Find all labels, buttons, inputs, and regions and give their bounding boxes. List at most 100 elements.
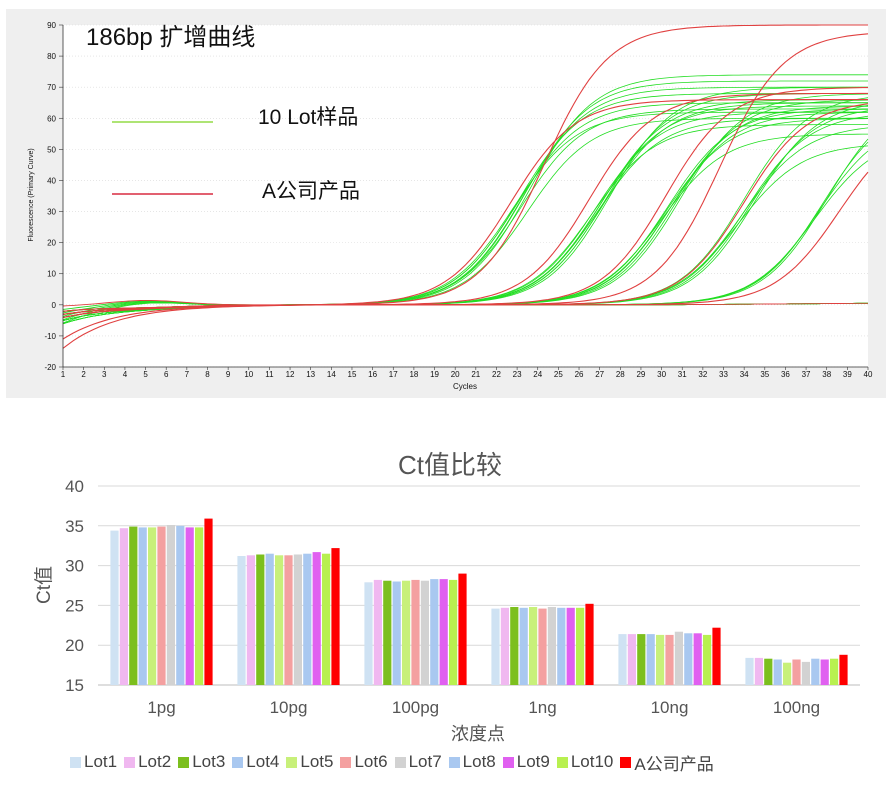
x-tick-label: 33 bbox=[719, 370, 728, 379]
plot-area bbox=[63, 25, 868, 367]
bar-y-tick-label: 35 bbox=[65, 517, 84, 536]
legend-swatch bbox=[394, 756, 406, 768]
bar bbox=[783, 662, 792, 685]
x-tick-label: 15 bbox=[348, 370, 357, 379]
bar bbox=[839, 654, 848, 685]
legend-item: Lot10 bbox=[556, 752, 614, 772]
x-tick-label: 27 bbox=[595, 370, 604, 379]
bar bbox=[166, 525, 175, 685]
bar-y-tick-label: 25 bbox=[65, 596, 84, 615]
bar bbox=[547, 607, 556, 685]
bar bbox=[764, 658, 773, 685]
bar bbox=[256, 554, 265, 685]
bar bbox=[312, 552, 321, 685]
y-tick-label: -10 bbox=[44, 332, 56, 341]
bar bbox=[510, 607, 519, 685]
bar-x-tick-label: 1ng bbox=[528, 698, 556, 717]
x-tick-label: 37 bbox=[802, 370, 811, 379]
bar bbox=[712, 627, 721, 685]
x-tick-label: 13 bbox=[306, 370, 315, 379]
bar bbox=[792, 659, 801, 685]
bar bbox=[157, 526, 166, 685]
x-tick-label: 40 bbox=[864, 370, 873, 379]
x-tick-label: 18 bbox=[409, 370, 418, 379]
bar bbox=[148, 527, 157, 685]
y-tick-label: 10 bbox=[47, 270, 56, 279]
bar bbox=[674, 631, 683, 685]
bar bbox=[373, 579, 382, 685]
bar bbox=[402, 580, 411, 685]
legend-item: Lot4 bbox=[232, 752, 279, 772]
bar bbox=[811, 658, 820, 685]
legend-swatch bbox=[448, 756, 460, 768]
x-tick-label: 31 bbox=[678, 370, 687, 379]
y-tick-label: 50 bbox=[47, 145, 56, 154]
bar bbox=[185, 527, 194, 685]
legend-label: Lot9 bbox=[516, 752, 550, 771]
bar-y-axis-label: Ct值 bbox=[33, 566, 55, 604]
x-tick-label: 1 bbox=[61, 370, 66, 379]
bar bbox=[392, 581, 401, 685]
bar bbox=[646, 634, 655, 685]
bar bbox=[773, 659, 782, 685]
x-tick-label: 21 bbox=[471, 370, 480, 379]
bar-chart-title: Ct值比较 bbox=[398, 450, 502, 480]
bar bbox=[500, 607, 509, 685]
bar-y-tick-label: 20 bbox=[65, 636, 84, 655]
bar bbox=[519, 607, 528, 685]
bar bbox=[331, 548, 340, 685]
bar bbox=[275, 555, 284, 685]
bar-y-tick-label: 40 bbox=[65, 477, 84, 496]
legend-swatch bbox=[178, 756, 190, 768]
legend-item: Lot2 bbox=[124, 752, 171, 772]
bar-y-tick-label: 30 bbox=[65, 557, 84, 576]
legend-swatch bbox=[620, 756, 632, 768]
bar bbox=[364, 582, 373, 685]
legend-label: Lot1 bbox=[84, 752, 118, 771]
bar bbox=[585, 603, 594, 685]
red-amplification-curve bbox=[62, 171, 869, 315]
bar bbox=[237, 556, 246, 685]
bar bbox=[411, 579, 420, 685]
bar bbox=[265, 553, 274, 685]
legend-item: Lot3 bbox=[178, 752, 225, 772]
bar bbox=[246, 555, 255, 685]
bar bbox=[684, 633, 693, 685]
x-tick-label: 17 bbox=[389, 370, 398, 379]
legend-label: Lot10 bbox=[570, 752, 614, 771]
bar bbox=[637, 634, 646, 685]
x-tick-label: 26 bbox=[575, 370, 584, 379]
legend-item: Lot7 bbox=[394, 752, 442, 772]
y-tick-label: 30 bbox=[47, 208, 56, 217]
legend-item: Lot9 bbox=[502, 752, 550, 772]
legend-item: Lot6 bbox=[340, 752, 388, 772]
bar bbox=[129, 526, 138, 685]
bar bbox=[627, 634, 636, 685]
x-tick-label: 10 bbox=[244, 370, 253, 379]
bar bbox=[529, 607, 538, 685]
legend-swatch bbox=[556, 756, 568, 768]
y-tick-label: 40 bbox=[47, 176, 56, 185]
bar bbox=[284, 555, 293, 685]
x-tick-label: 24 bbox=[533, 370, 542, 379]
bar bbox=[830, 658, 839, 685]
legend-swatch bbox=[124, 756, 136, 768]
bar bbox=[491, 608, 500, 685]
y-tick-label: 60 bbox=[47, 114, 56, 123]
x-tick-label: 3 bbox=[102, 370, 107, 379]
bar bbox=[195, 527, 204, 685]
bar-x-tick-label: 10pg bbox=[270, 698, 308, 717]
legend-label: Lot3 bbox=[192, 752, 226, 771]
bar bbox=[110, 530, 119, 685]
bar bbox=[176, 525, 185, 685]
x-tick-label: 14 bbox=[327, 370, 336, 379]
legend-label-green: 10 Lot样品 bbox=[258, 106, 358, 129]
x-tick-label: 11 bbox=[265, 370, 274, 379]
legend-label: Lot4 bbox=[246, 752, 280, 771]
legend-swatch bbox=[286, 756, 298, 768]
bar-x-tick-label: 10ng bbox=[651, 698, 689, 717]
x-tick-label: 39 bbox=[843, 370, 852, 379]
red-amplification-curve bbox=[62, 24, 868, 349]
x-tick-label: 12 bbox=[286, 370, 295, 379]
